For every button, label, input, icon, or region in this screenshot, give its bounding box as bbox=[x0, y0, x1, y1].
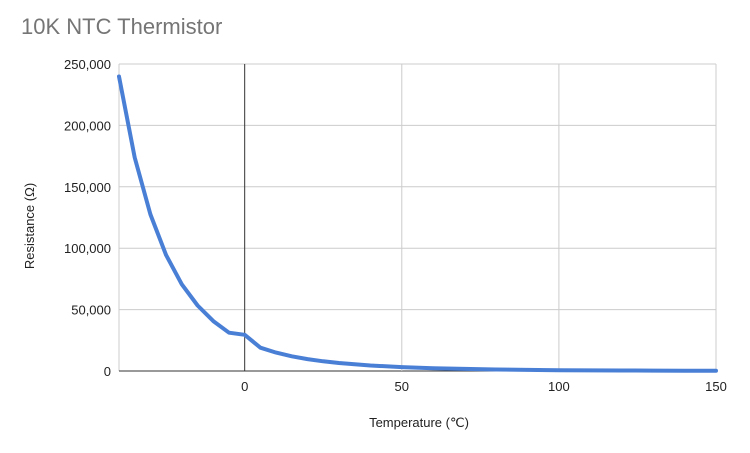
x-tick-labels: 0 50 100 150 bbox=[241, 379, 727, 394]
series-line bbox=[117, 74, 718, 373]
data-point bbox=[133, 155, 137, 159]
y-tick-label: 150,000 bbox=[64, 180, 111, 195]
data-point bbox=[290, 354, 294, 358]
x-axis-label: Temperature (℃) bbox=[369, 415, 469, 430]
data-point bbox=[227, 331, 231, 335]
data-point bbox=[463, 367, 467, 371]
data-point bbox=[180, 282, 184, 286]
data-point bbox=[651, 369, 655, 373]
x-tick-label: 100 bbox=[548, 379, 570, 394]
series-layer bbox=[117, 74, 718, 373]
data-point bbox=[243, 333, 247, 337]
y-tick-label: 50,000 bbox=[71, 303, 111, 318]
data-point bbox=[337, 361, 341, 365]
x-tick-label: 0 bbox=[241, 379, 248, 394]
data-point bbox=[368, 363, 372, 367]
data-point bbox=[683, 369, 687, 373]
data-point bbox=[714, 369, 718, 373]
data-point bbox=[148, 212, 152, 216]
grid-lines bbox=[118, 63, 717, 372]
y-axis-label: Resistance (Ω) bbox=[22, 183, 37, 269]
data-point bbox=[196, 304, 200, 308]
data-point bbox=[274, 351, 278, 355]
data-point bbox=[494, 368, 498, 372]
x-tick-label: 50 bbox=[395, 379, 409, 394]
y-tick-label: 250,000 bbox=[64, 57, 111, 72]
data-point bbox=[164, 253, 168, 257]
y-tick-label: 0 bbox=[104, 364, 111, 379]
data-point bbox=[258, 346, 262, 350]
data-point bbox=[620, 369, 624, 373]
y-tick-label: 100,000 bbox=[64, 241, 111, 256]
data-point bbox=[117, 75, 121, 79]
data-point bbox=[557, 368, 561, 372]
x-tick-label: 150 bbox=[705, 379, 727, 394]
data-point bbox=[431, 366, 435, 370]
data-point bbox=[211, 319, 215, 323]
y-tick-label: 200,000 bbox=[64, 118, 111, 133]
data-point bbox=[400, 365, 404, 369]
data-point bbox=[588, 368, 592, 372]
data-point bbox=[321, 359, 325, 363]
data-point bbox=[525, 368, 529, 372]
y-tick-labels: 0 50,000 100,000 150,000 200,000 250,000 bbox=[64, 57, 111, 379]
data-point bbox=[306, 357, 310, 361]
chart-title: 10K NTC Thermistor bbox=[21, 14, 223, 39]
